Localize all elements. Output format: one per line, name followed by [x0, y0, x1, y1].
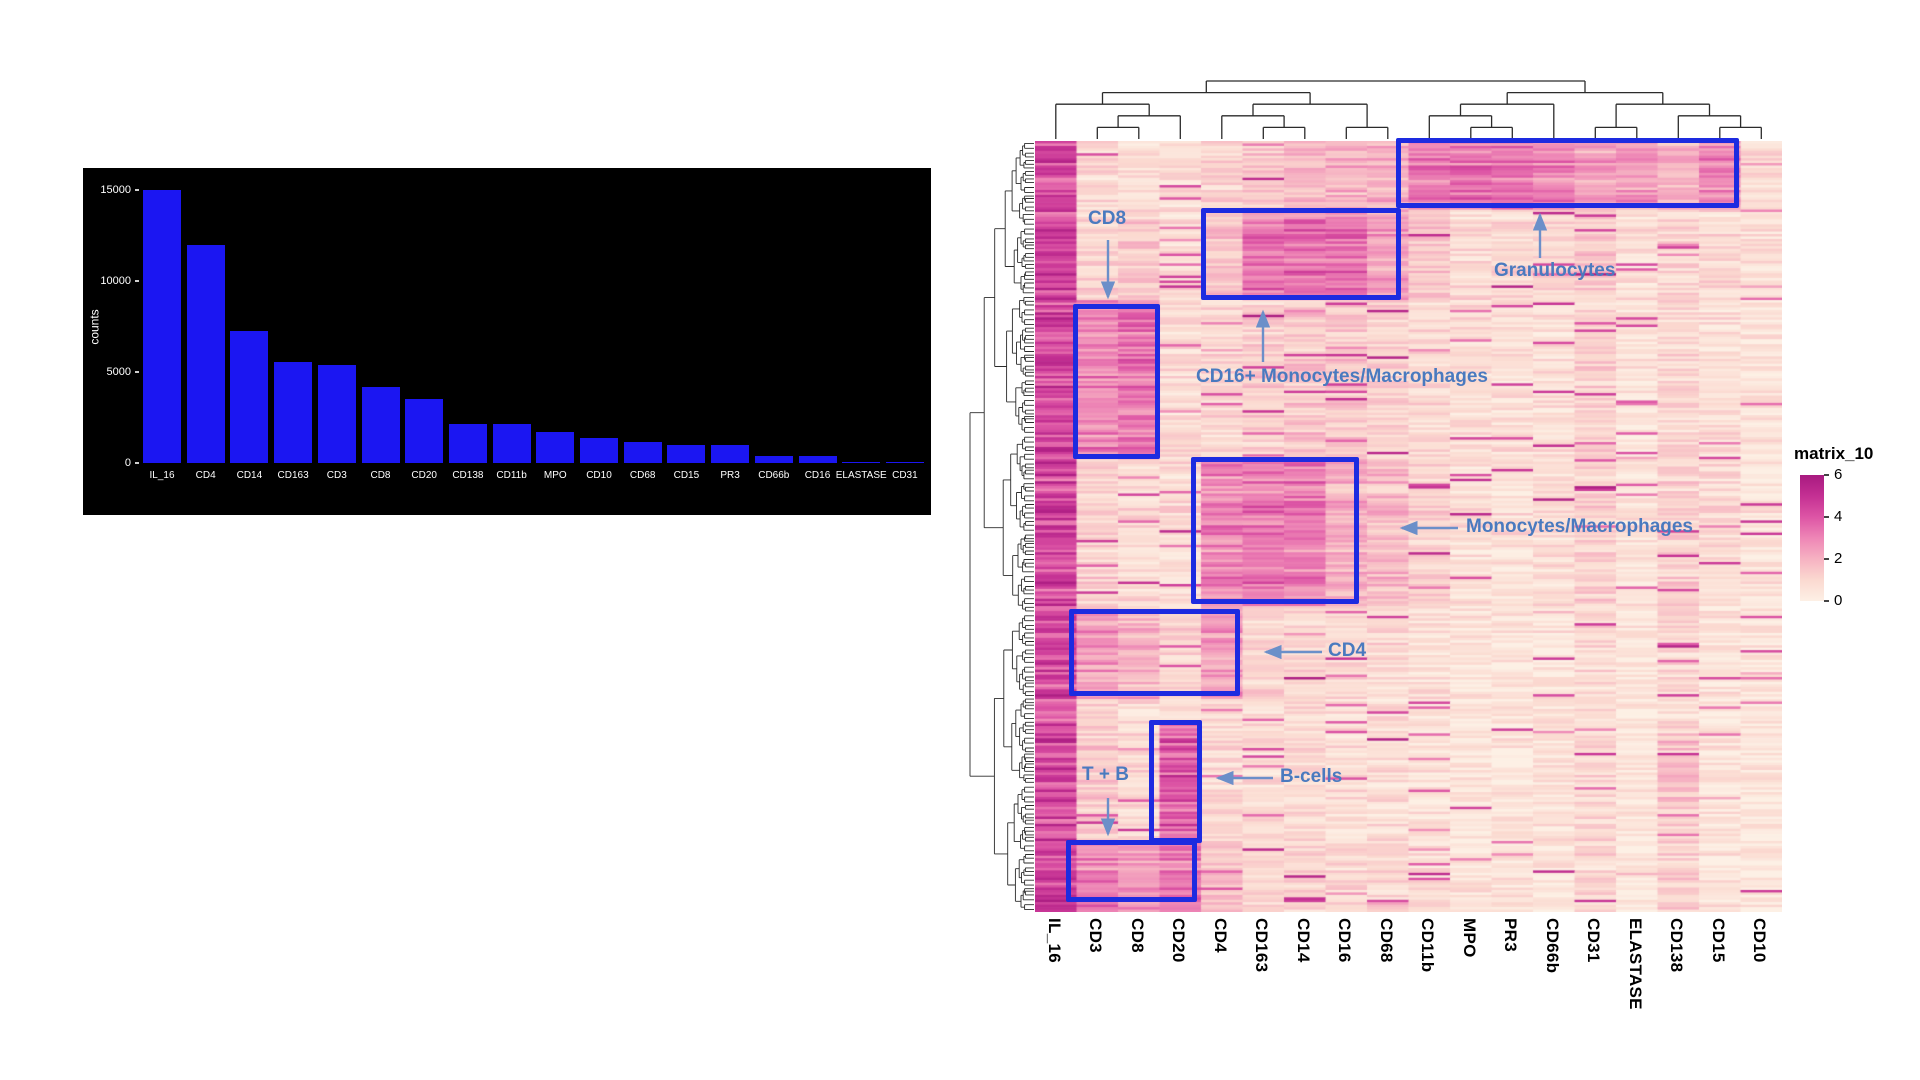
heatmap-column-label: CD14	[1293, 918, 1313, 963]
bar	[317, 364, 356, 463]
bar-x-tick-label: CD3	[326, 470, 347, 481]
bar-y-tick-label: 0	[124, 457, 131, 469]
heatmap-column-label: CD31	[1584, 918, 1604, 963]
heatmap-column-label: CD68	[1376, 918, 1396, 963]
row-dendrogram	[969, 142, 1034, 911]
cluster-annotation-box	[1201, 208, 1401, 300]
heatmap-column-label: PR3	[1501, 918, 1521, 952]
heatmap-column-label: CD163	[1252, 918, 1272, 973]
bar-x-tick-label: CD10	[586, 470, 612, 481]
cluster-annotation-box	[1069, 609, 1240, 696]
bar	[143, 190, 181, 463]
heatmap-column-label: CD3	[1086, 918, 1106, 953]
bar-x-tick-label: CD8	[370, 470, 391, 481]
bar	[448, 423, 487, 463]
bar-x-tick-label: CD14	[236, 470, 263, 481]
column-dendrogram	[1055, 80, 1762, 139]
cluster-annotation-box	[1149, 720, 1202, 843]
bar-x-tick-label: CD4	[195, 470, 216, 481]
cluster-annotation-box	[1066, 840, 1197, 902]
bar	[667, 444, 706, 463]
bar	[274, 362, 313, 463]
legend-title: matrix_10	[1794, 444, 1874, 463]
bar-x-tick-label: CD11b	[496, 470, 527, 481]
heatmap-column-label: CD10	[1750, 918, 1770, 963]
bar-chart-panel: counts 0 5000 10000 15000 IL_16 CD4 CD14 CD163…	[83, 168, 931, 515]
bar-y-tick-mark	[135, 462, 139, 464]
bar-y-tick-mark	[135, 189, 139, 191]
bar	[186, 244, 225, 463]
cluster-annotation-label: T + B	[1082, 764, 1129, 785]
legend-tick-mark	[1824, 558, 1829, 560]
heatmap-column-label: IL_16	[1044, 918, 1064, 963]
bar-x-tick-label: CD20	[411, 470, 437, 481]
bar-x-tick-label: MPO	[543, 470, 567, 481]
legend-tick-mark	[1824, 516, 1829, 518]
bar-y-tick-mark	[135, 371, 139, 373]
bar-x-tick-label: CD16	[804, 470, 831, 481]
bar-x-tick-label: IL_16	[149, 470, 175, 481]
cluster-annotation-label: CD16+ Monocytes/Macrophages	[1196, 366, 1488, 387]
legend-tick-label: 6	[1834, 466, 1843, 483]
bar-x-tick-label: CD138	[452, 470, 484, 481]
bar	[492, 424, 531, 463]
heatmap-column-label: CD66b	[1542, 918, 1562, 974]
heatmap-column-label: CD15	[1708, 918, 1728, 963]
cluster-annotation-box	[1073, 304, 1160, 459]
bar-x-tick-label: CD31	[892, 470, 918, 481]
bar	[361, 386, 400, 463]
cluster-annotation-label: Monocytes/Macrophages	[1466, 516, 1693, 537]
bar-x-tick-label: ELASTASE	[835, 470, 887, 481]
legend-tick-mark	[1824, 600, 1829, 602]
bar-chart-y-axis: counts	[85, 190, 105, 463]
bar	[711, 445, 750, 463]
bar-x-tick-label: PR3	[720, 470, 740, 481]
heatmap-column-label: CD20	[1169, 918, 1189, 963]
bar	[798, 455, 837, 463]
cluster-annotation-label: CD8	[1088, 208, 1127, 229]
heatmap-column-label: MPO	[1459, 918, 1479, 958]
bar	[405, 399, 444, 463]
heatmap-column-label: CD8	[1127, 918, 1147, 953]
bar-y-tick-mark	[135, 280, 139, 282]
legend-tick-label: 4	[1834, 508, 1843, 525]
bar	[754, 455, 793, 463]
bar-x-tick-label: CD66b	[758, 470, 790, 481]
bar-y-tick-label: 15000	[100, 184, 131, 196]
cluster-annotation-box	[1191, 457, 1359, 604]
legend-gradient	[1800, 475, 1824, 601]
bar-x-tick-label: CD68	[629, 470, 656, 481]
cluster-annotation-box	[1396, 138, 1739, 208]
heatmap-column-label: CD16	[1335, 918, 1355, 963]
bar	[536, 432, 575, 463]
bar-x-tick-label: CD15	[673, 470, 700, 481]
legend-tick-label: 2	[1834, 550, 1843, 567]
bar-chart-y-axis-label: counts	[88, 308, 103, 345]
bar	[885, 462, 924, 463]
bar-y-tick-label: 10000	[100, 275, 131, 287]
heatmap-column-label: CD11b	[1418, 918, 1438, 973]
legend-tick-label: 0	[1834, 592, 1843, 609]
heatmap-column-label: ELASTASE	[1625, 918, 1645, 1010]
bar	[842, 461, 881, 463]
bar-y-tick-label: 5000	[106, 366, 131, 378]
heatmap-column-label: CD4	[1210, 918, 1230, 953]
bar-x-tick-label: CD163	[277, 470, 309, 481]
bar	[623, 442, 662, 463]
legend-tick-mark	[1824, 474, 1829, 476]
bar	[580, 438, 618, 463]
cluster-annotation-label: CD4	[1328, 640, 1367, 661]
cluster-annotation-label: B-cells	[1280, 766, 1343, 787]
bar	[230, 331, 269, 463]
heatmap-column-label: CD138	[1667, 918, 1687, 973]
cluster-annotation-label: Granulocytes	[1494, 260, 1616, 281]
